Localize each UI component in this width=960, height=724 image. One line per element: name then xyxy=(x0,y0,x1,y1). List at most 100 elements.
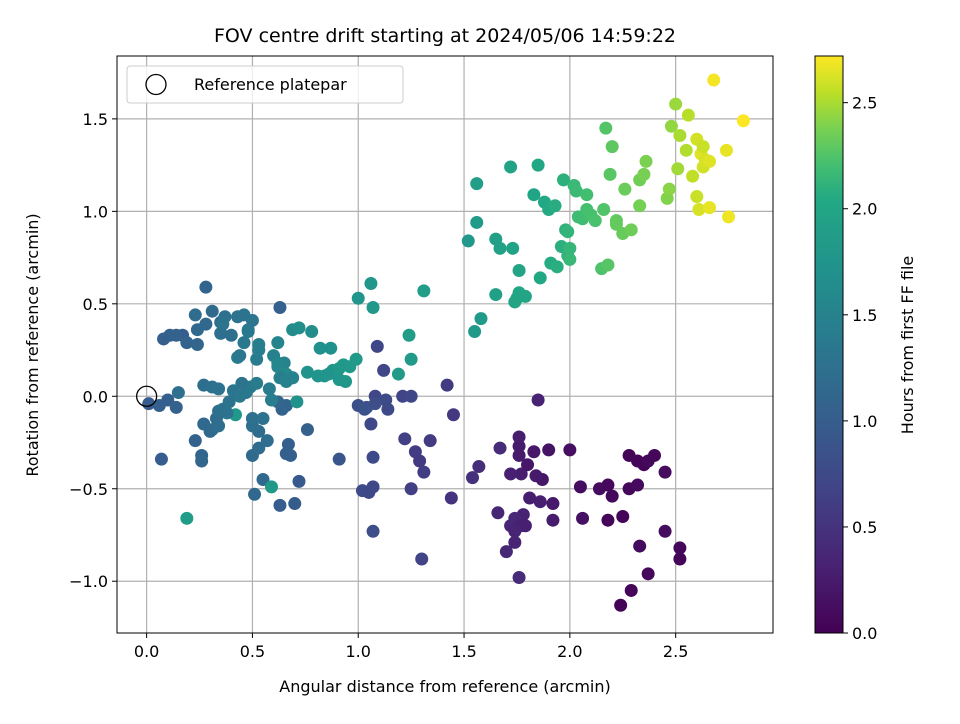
data-point xyxy=(264,393,278,407)
data-point xyxy=(256,411,270,425)
data-point xyxy=(692,202,706,216)
scatter-points xyxy=(142,73,750,612)
data-point xyxy=(180,336,194,350)
data-point xyxy=(504,467,518,481)
data-point xyxy=(288,497,302,511)
data-point xyxy=(609,217,623,231)
data-point xyxy=(527,188,541,202)
data-point xyxy=(531,393,545,407)
data-point xyxy=(252,441,266,455)
data-point xyxy=(563,443,577,457)
colorbar-tick-label: 2.0 xyxy=(852,200,877,219)
data-point xyxy=(573,480,587,494)
data-point xyxy=(474,312,488,326)
data-point xyxy=(256,473,270,487)
x-tick-label: 1.0 xyxy=(346,642,371,661)
data-point xyxy=(370,339,384,353)
colorbar-tick-label: 2.5 xyxy=(852,94,877,113)
data-point xyxy=(366,301,380,315)
data-point xyxy=(237,336,251,350)
data-point xyxy=(624,583,638,597)
reference-marker xyxy=(135,385,158,407)
data-point xyxy=(508,535,522,549)
data-point xyxy=(368,397,382,411)
y-tick-label: 1.5 xyxy=(83,110,108,129)
data-point xyxy=(271,360,285,374)
data-point xyxy=(199,317,213,331)
data-point xyxy=(461,234,475,248)
data-point xyxy=(633,539,647,553)
data-point xyxy=(324,341,338,355)
data-point xyxy=(366,480,380,494)
data-point xyxy=(205,304,219,318)
data-point xyxy=(262,382,276,396)
data-point xyxy=(300,365,314,379)
data-point xyxy=(647,448,661,462)
data-point xyxy=(563,252,577,266)
x-tick-label: 2.5 xyxy=(663,642,688,661)
data-point xyxy=(681,108,695,122)
y-tick-label: 0.5 xyxy=(83,295,108,314)
data-point xyxy=(169,328,183,342)
data-point xyxy=(703,201,717,215)
data-point xyxy=(493,241,507,255)
data-point xyxy=(633,199,647,213)
legend: Reference platepar xyxy=(126,65,404,104)
data-point xyxy=(641,567,655,581)
data-point xyxy=(290,395,304,409)
legend-entry-reference: Reference platepar xyxy=(194,75,347,94)
data-point xyxy=(398,432,412,446)
colorbar-ticks: 0.0 0.5 1.0 1.5 2.0 2.5 xyxy=(843,94,877,643)
legend-reference-marker xyxy=(145,73,167,96)
data-point xyxy=(504,160,518,174)
data-point xyxy=(245,411,259,425)
data-point xyxy=(673,552,687,566)
data-point xyxy=(417,465,431,479)
data-point xyxy=(322,367,336,381)
data-point xyxy=(377,363,391,377)
data-point xyxy=(605,489,619,503)
data-point xyxy=(470,177,484,191)
data-point xyxy=(696,140,710,154)
data-point xyxy=(408,445,422,459)
x-tick-label: 0.0 xyxy=(134,642,159,661)
x-tick-label: 0.5 xyxy=(240,642,265,661)
data-point xyxy=(622,448,636,462)
y-tick-label: 1.0 xyxy=(83,202,108,221)
data-point xyxy=(220,406,234,420)
data-point xyxy=(491,506,505,520)
data-point xyxy=(512,439,526,453)
data-point xyxy=(508,524,522,538)
data-point xyxy=(669,97,683,111)
x-axis-ticks: 0.0 0.5 1.0 1.5 2.0 2.5 xyxy=(134,633,688,661)
data-point xyxy=(508,295,522,309)
data-point xyxy=(364,417,378,431)
data-point xyxy=(235,376,249,390)
colorbar-label: Hours from first FF file xyxy=(898,256,917,435)
data-point xyxy=(154,452,168,466)
data-point xyxy=(212,419,226,433)
data-point xyxy=(637,167,651,181)
data-point xyxy=(264,480,278,494)
data-point xyxy=(339,374,353,388)
data-point xyxy=(521,458,535,472)
data-point xyxy=(580,188,594,202)
chart-title: FOV centre drift starting at 2024/05/06 … xyxy=(214,25,676,47)
x-tick-label: 2.0 xyxy=(557,642,582,661)
data-point xyxy=(512,264,526,278)
data-point xyxy=(557,173,571,187)
data-point xyxy=(188,434,202,448)
data-point xyxy=(305,325,319,339)
colorbar-gradient xyxy=(814,55,844,634)
data-point xyxy=(468,325,482,339)
y-tick-label: 0.0 xyxy=(83,387,108,406)
data-point xyxy=(542,443,556,457)
data-point xyxy=(736,114,750,128)
x-tick-label: 1.5 xyxy=(451,642,476,661)
data-point xyxy=(233,349,247,363)
data-point xyxy=(561,225,575,239)
data-point xyxy=(423,434,437,448)
data-point xyxy=(605,140,619,154)
data-point xyxy=(523,491,537,505)
data-point xyxy=(599,121,613,135)
